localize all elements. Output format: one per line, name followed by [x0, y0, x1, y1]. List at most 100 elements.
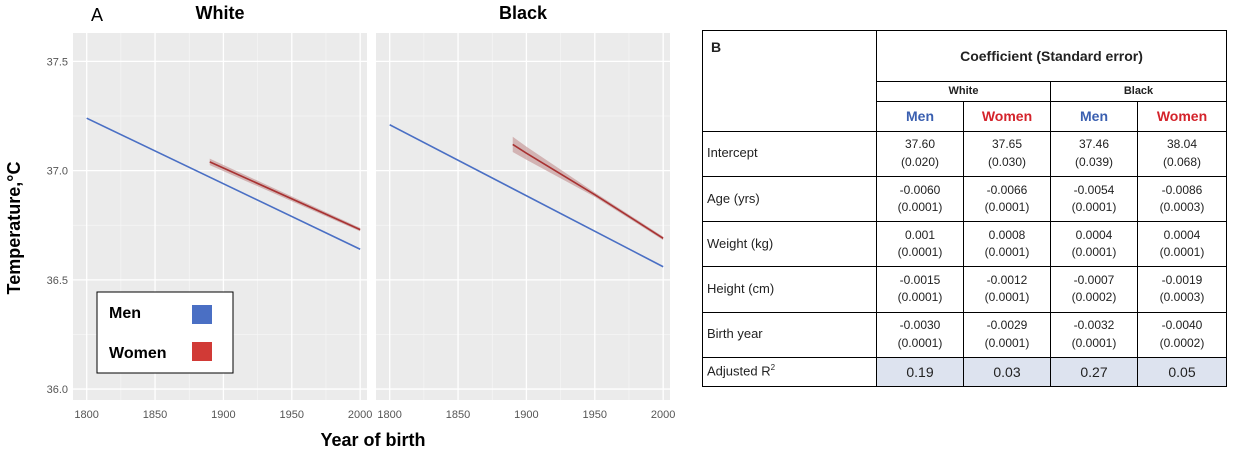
standard-error-value: (0.0002)	[1159, 335, 1205, 350]
cell-black-women: -0.0040 (0.0002)	[1137, 311, 1227, 358]
group-header-black: Black	[1050, 81, 1227, 103]
sex-header-black-women: Women	[1137, 101, 1227, 132]
row-label: Height (cm)	[702, 266, 877, 313]
panel-black: 1800 1850 1900 1950 2000 Black	[376, 3, 675, 421]
sex-header-white-men: Men	[876, 101, 964, 132]
y-axis-title: Temperature,°C	[4, 162, 24, 295]
table-row: Age (yrs) -0.0060 (0.0001) -0.0066 (0.0001) -…	[702, 175, 1227, 223]
cell-white-women: 37.65 (0.030)	[963, 130, 1051, 177]
x-tick-label: 2000	[348, 409, 372, 421]
cell-black-women: -0.0086 (0.0003)	[1137, 175, 1227, 223]
cell-black-women: -0.0019 (0.0003)	[1137, 266, 1227, 313]
cell-white-men: 37.60 (0.020)	[876, 130, 964, 177]
cell-white-men: 0.001 (0.0001)	[876, 221, 964, 268]
x-tick-label: 1900	[514, 409, 538, 421]
coefficient-value: 38.04	[1166, 137, 1198, 152]
temperature-chart: 1800 1850 1900 1950 2000 36.0 36.5 37.0 37.5 Whit…	[4, 3, 676, 450]
coefficient-value: 37.46	[1078, 137, 1110, 152]
x-tick-label: 1800	[74, 409, 98, 421]
coefficient-value: 0.0008	[988, 227, 1026, 242]
coefficient-value: -0.0029	[986, 318, 1028, 333]
standard-error-value: (0.0002)	[1071, 290, 1117, 305]
coefficient-value: -0.0030	[899, 318, 941, 333]
coefficient-value: -0.0007	[1073, 273, 1115, 288]
x-tick-label: 1900	[211, 409, 235, 421]
coefficient-value: -0.0054	[1073, 182, 1115, 197]
standard-error-value: (0.0003)	[1159, 199, 1205, 214]
standard-error-value: (0.0001)	[897, 335, 943, 350]
coefficient-value: -0.0019	[1161, 273, 1203, 288]
r2-row: Adjusted R2 0.19 0.03 0.27 0.05	[702, 356, 1227, 388]
standard-error-value: (0.0001)	[984, 290, 1030, 305]
table-row: Weight (kg) 0.001 (0.0001) 0.0008 (0.0001) 0.…	[702, 221, 1227, 268]
legend-label-women: Women	[109, 345, 166, 362]
cell-white-women: -0.0066 (0.0001)	[963, 175, 1051, 223]
cell-black-men: 37.46 (0.039)	[1050, 130, 1138, 177]
row-label: Intercept	[702, 130, 877, 177]
coefficient-rows: Intercept 37.60 (0.020) 37.65 (0.030) 37.46 (0…	[702, 130, 1227, 358]
coefficient-table-panel: B Coefficient (Standard error) White Bla…	[702, 29, 1227, 388]
coefficient-value: 0.0004	[1163, 227, 1201, 242]
coefficient-value: 37.60	[904, 137, 936, 152]
y-tick-label: 37.5	[47, 56, 68, 68]
r2-label-sup: 2	[770, 363, 776, 373]
series-line-women	[512, 143, 664, 240]
row-label: Birth year	[702, 311, 877, 358]
coefficient-value: -0.0012	[986, 273, 1028, 288]
y-tick-label: 37.0	[47, 166, 68, 178]
standard-error-value: (0.0001)	[897, 290, 943, 305]
standard-error-value: (0.0003)	[1159, 290, 1205, 305]
coefficient-value: -0.0040	[1161, 318, 1203, 333]
r2-white-men: 0.19	[876, 356, 964, 388]
row-label: Age (yrs)	[702, 175, 877, 223]
coefficient-value: -0.0032	[1073, 318, 1115, 333]
table-row: Height (cm) -0.0015 (0.0001) -0.0012 (0.0001…	[702, 266, 1227, 313]
standard-error-value: (0.0001)	[1071, 199, 1117, 214]
coefficient-value: -0.0066	[986, 182, 1028, 197]
coefficient-value: 0.0004	[1075, 227, 1113, 242]
series-line-men	[389, 124, 664, 268]
table-row: Intercept 37.60 (0.020) 37.65 (0.030) 37.46 (0…	[702, 130, 1227, 177]
coefficient-value: -0.0060	[899, 182, 941, 197]
cell-black-men: -0.0054 (0.0001)	[1050, 175, 1138, 223]
series-line-men	[86, 117, 361, 250]
panel-background	[376, 33, 670, 400]
facet-label-white: White	[196, 3, 245, 23]
sex-header-black-men: Men	[1050, 101, 1138, 132]
table-row: Birth year -0.0030 (0.0001) -0.0029 (0.0001)…	[702, 311, 1227, 358]
cell-black-men: -0.0007 (0.0002)	[1050, 266, 1138, 313]
x-axis-title: Year of birth	[320, 430, 425, 450]
legend-swatch-women	[192, 342, 212, 361]
panel-a-letter: A	[91, 5, 103, 25]
cell-black-men: -0.0032 (0.0001)	[1050, 311, 1138, 358]
cell-white-men: -0.0060 (0.0001)	[876, 175, 964, 223]
legend: Men Women	[96, 291, 234, 374]
cell-white-women: 0.0008 (0.0001)	[963, 221, 1051, 268]
cell-black-women: 38.04 (0.068)	[1137, 130, 1227, 177]
standard-error-value: (0.0001)	[1071, 245, 1117, 260]
sex-header-white-women: Women	[963, 101, 1051, 132]
standard-error-value: (0.0001)	[1159, 245, 1205, 260]
r2-black-men: 0.27	[1050, 356, 1138, 388]
row-label: Weight (kg)	[702, 221, 877, 268]
standard-error-value: (0.0001)	[1071, 335, 1117, 350]
cell-white-women: -0.0012 (0.0001)	[963, 266, 1051, 313]
y-tick-label: 36.5	[47, 275, 68, 287]
coefficient-value: 0.001	[904, 227, 936, 242]
facet-label-black: Black	[499, 3, 548, 23]
coefficient-table: B Coefficient (Standard error) White Bla…	[702, 29, 1227, 388]
table-title: Coefficient (Standard error)	[876, 29, 1227, 83]
standard-error-value: (0.020)	[900, 154, 940, 169]
standard-error-value: (0.0001)	[984, 199, 1030, 214]
standard-error-value: (0.068)	[1162, 154, 1202, 169]
r2-white-women: 0.03	[963, 356, 1051, 388]
y-tick-label: 36.0	[47, 384, 68, 396]
standard-error-value: (0.039)	[1074, 154, 1114, 169]
chart-panels: 1800 1850 1900 1950 2000 36.0 36.5 37.0 37.5 Whit…	[47, 3, 676, 421]
x-tick-label: 2000	[651, 409, 675, 421]
r2-black-women: 0.05	[1137, 356, 1227, 388]
x-tick-label: 1850	[143, 409, 167, 421]
coefficient-value: -0.0015	[899, 273, 941, 288]
legend-swatch-men	[192, 305, 212, 324]
x-tick-label: 1850	[446, 409, 470, 421]
